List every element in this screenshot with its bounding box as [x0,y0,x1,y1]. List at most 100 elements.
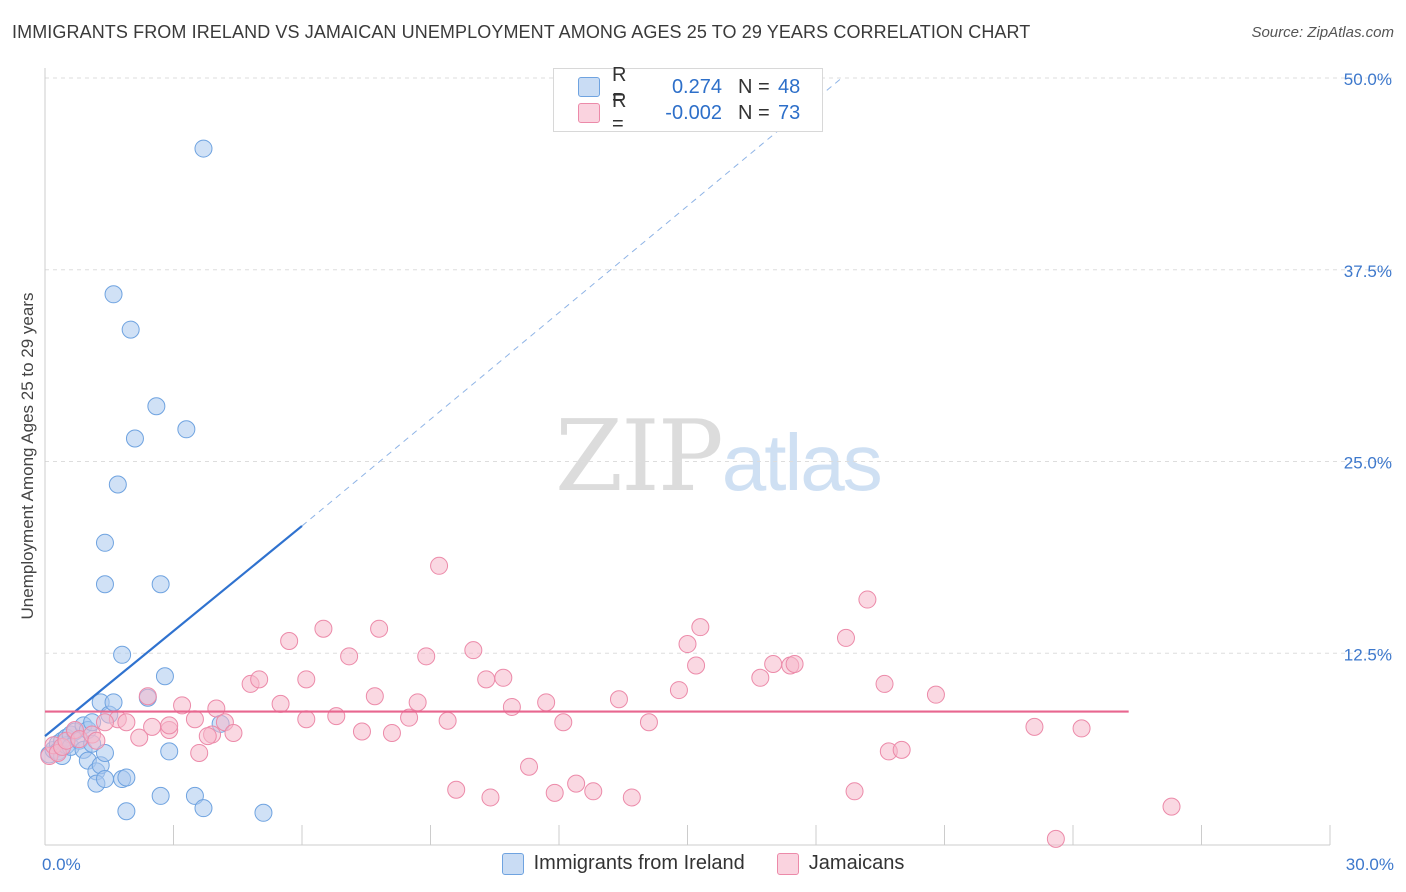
jamaican-point [190,743,209,762]
ireland-point [194,799,213,818]
jamaican-point [382,724,401,743]
watermark-atlas: atlas [721,418,883,507]
legend-swatch-ireland [501,852,524,875]
jamaican-point [340,647,359,666]
ireland-point [254,803,273,822]
jamaican-point [130,728,149,747]
jamaican-point [430,556,449,575]
jamaican-point [280,631,299,650]
jamaican-point [160,716,179,735]
ireland-point [104,285,123,304]
ireland-point [160,742,179,761]
stats-swatch-jamaicans [578,103,600,123]
ireland-point [155,667,174,686]
y-tick-label: 25.0% [1344,454,1392,473]
stats-row-jamaicans: R = -0.002 N = 73 [578,90,801,135]
jamaican-point [926,685,945,704]
y-tick-label: 37.5% [1344,262,1392,281]
jamaican-point [95,713,114,732]
ireland-point [151,575,170,594]
stats-n-value: 73 [778,101,801,124]
jamaican-point [365,687,384,706]
ireland-point [95,770,114,789]
legend-label-jamaicans: Jamaicans [808,852,905,874]
x-tick-label: 0.0% [42,855,81,874]
jamaican-point [297,670,316,689]
jamaican-point [198,727,217,746]
jamaican-point [678,635,697,654]
jamaican-point [297,710,316,729]
ireland-point [117,802,136,821]
legend-swatch-jamaicans [776,852,799,875]
jamaican-point [87,731,106,750]
stats-r-label: R = [612,64,627,109]
ireland-point [95,533,114,552]
stats-r-label: R = [612,90,627,135]
ireland-point [104,693,123,712]
ireland-point [113,645,132,664]
chart-title: IMMIGRANTS FROM IRELAND VS JAMAICAN UNEM… [12,22,1031,42]
jamaican-point [250,670,269,689]
jamaican-point [785,654,804,673]
jamaican-point [845,782,864,801]
correlation-stats-box: R = 0.274 N = 48 R = -0.002 N = 73 [553,64,823,135]
jamaican-point [224,724,243,743]
jamaican-point [875,674,894,693]
jamaican-point [327,707,346,726]
source-label: Source: ZipAtlas.com [1251,24,1394,41]
watermark: ZIPatlas [555,400,883,514]
ireland-trend-extension [301,77,843,527]
jamaican-point [314,619,333,638]
jamaican-point [669,681,688,700]
jamaican-point [764,654,783,673]
ireland-point [185,786,204,805]
stats-swatch-ireland [578,77,600,97]
jamaican-point [477,670,496,689]
ireland-point [194,139,213,158]
ireland-point [121,320,140,339]
jamaican-point [352,722,371,741]
ireland-point [147,397,166,416]
jamaican-point [567,774,586,793]
jamaican-point [1046,829,1065,848]
stats-n-label: N = [738,101,770,124]
jamaican-point [494,668,513,687]
ireland-trend-line [44,525,303,737]
jamaican-point [117,713,136,732]
jamaican-point [622,788,641,807]
jamaican-point [481,788,500,807]
jamaican-point [464,641,483,660]
jamaican-point [138,687,157,706]
stats-r-value: 0.274 [671,75,722,98]
jamaican-point [400,708,419,727]
y-tick-label: 12.5% [1344,645,1392,664]
ireland-point [177,420,196,439]
stats-row-ireland: R = 0.274 N = 48 [578,64,800,109]
jamaican-point [417,647,436,666]
jamaican-point [502,697,521,716]
legend-item-ireland[interactable]: Immigrants from Ireland [501,852,745,875]
ireland-point [95,575,114,594]
jamaican-point [537,693,556,712]
jamaican-point [1072,719,1091,738]
jamaican-point [892,740,911,759]
jamaican-point [691,618,710,637]
stats-n-label: N = [738,75,770,98]
jamaican-point [408,693,427,712]
jamaican-point [207,699,226,718]
jamaican-point [447,780,466,799]
ireland-point [117,768,136,787]
jamaican-point [545,783,564,802]
legend-item-jamaicans[interactable]: Jamaicans [776,852,905,875]
ireland-point [125,429,144,448]
x-tick-label: 30.0% [1346,855,1394,874]
ireland-point [95,743,114,762]
chart-legend: Immigrants from Ireland Jamaicans [0,852,1406,875]
jamaican-point [143,717,162,736]
watermark-zip: ZIP [555,400,724,514]
jamaican-point [751,668,770,687]
ireland-point [151,786,170,805]
jamaican-point [858,590,877,609]
jamaican-point [554,713,573,732]
